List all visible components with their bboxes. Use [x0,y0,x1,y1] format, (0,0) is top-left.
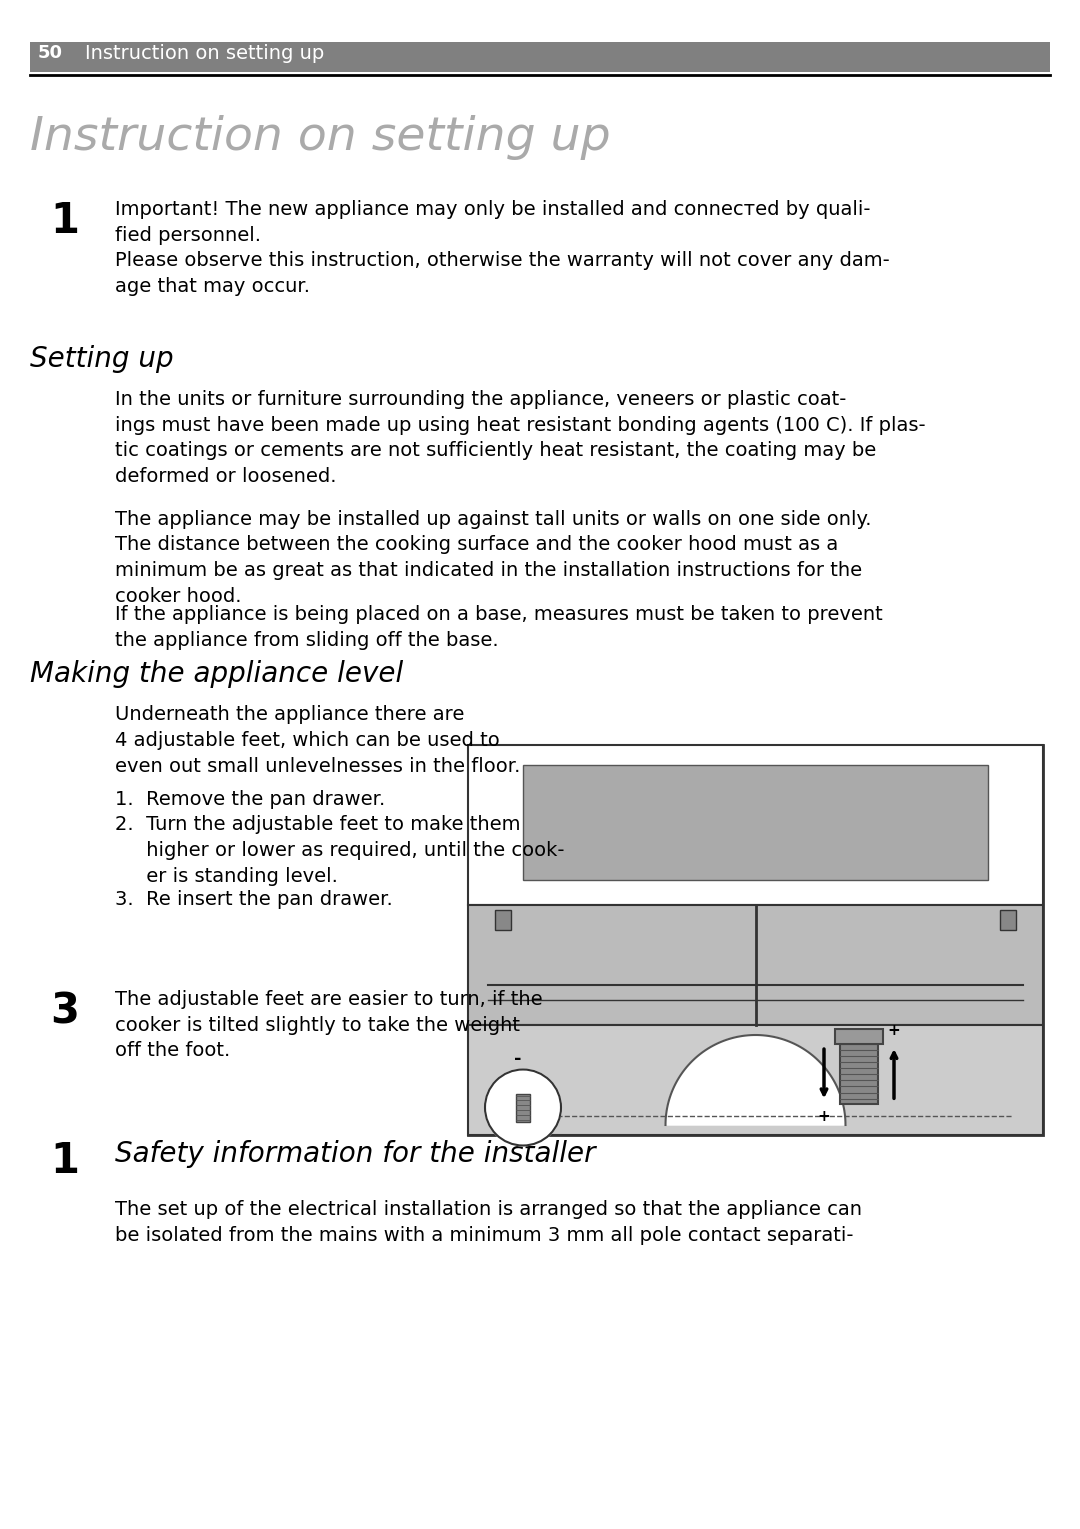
Text: The appliance may be installed up against tall units or walls on one side only.: The appliance may be installed up agains… [114,511,872,529]
Text: Instruction on setting up: Instruction on setting up [85,44,324,63]
Text: 1: 1 [50,200,79,242]
Text: 1: 1 [50,1141,79,1182]
Text: Safety information for the installer: Safety information for the installer [114,1141,595,1168]
Polygon shape [665,1035,846,1125]
Text: 2.  Turn the adjustable feet to make them
     higher or lower as required, unti: 2. Turn the adjustable feet to make them… [114,815,565,885]
Bar [495,910,511,930]
Text: Setting up: Setting up [30,346,174,373]
Bar [30,41,1050,72]
Text: Making the appliance level: Making the appliance level [30,661,403,688]
Text: Instruction on setting up: Instruction on setting up [30,115,610,161]
Bar [840,1038,878,1104]
Text: 3.  Re insert the pan drawer.: 3. Re insert the pan drawer. [114,890,393,910]
Text: The set up of the electrical installation is arranged so that the appliance can
: The set up of the electrical installatio… [114,1200,862,1245]
Text: Important! The new appliance may only be installed and connестеd by quali-
fied : Important! The new appliance may only be… [114,200,890,297]
Text: Underneath the appliance there are
4 adjustable feet, which can be used to
even : Underneath the appliance there are 4 adj… [114,705,521,775]
Bar [516,1093,530,1121]
Text: 1.  Remove the pan drawer.: 1. Remove the pan drawer. [114,790,386,809]
Bar [468,1024,1043,1135]
Text: If the appliance is being placed on a base, measures must be taken to prevent
th: If the appliance is being placed on a ba… [114,605,882,650]
Bar [468,745,1043,1135]
Text: +: + [888,1023,901,1038]
Text: In the units or furniture surrounding the appliance, veneers or plastic coat-
in: In the units or furniture surrounding th… [114,390,926,486]
Bar [523,764,988,881]
Text: +: + [818,1109,831,1124]
Text: 50: 50 [38,44,63,63]
Circle shape [485,1069,561,1145]
Bar [468,745,1043,905]
Text: -: - [514,1049,522,1067]
Bar [1000,910,1016,930]
Text: The adjustable feet are easier to turn, if the
cooker is tilted slightly to take: The adjustable feet are easier to turn, … [114,989,542,1061]
Text: 3: 3 [50,989,79,1032]
Text: The distance between the cooking surface and the cooker hood must as a
minimum b: The distance between the cooking surface… [114,535,862,605]
Bar [835,1029,883,1044]
Bar [468,905,1043,1024]
